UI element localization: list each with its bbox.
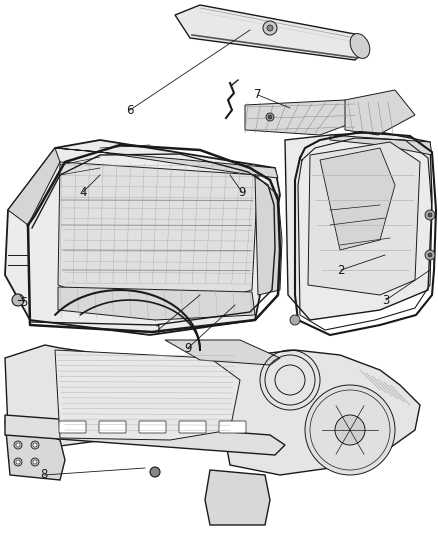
Circle shape [33,443,37,447]
Polygon shape [55,350,240,440]
Polygon shape [58,287,255,320]
Circle shape [31,441,39,449]
Circle shape [14,441,22,449]
Polygon shape [345,90,415,135]
Polygon shape [285,132,432,320]
FancyBboxPatch shape [99,421,126,433]
Polygon shape [308,142,420,295]
Circle shape [267,25,273,31]
Polygon shape [5,420,65,480]
Circle shape [428,213,432,217]
Polygon shape [8,148,60,225]
Polygon shape [58,162,258,318]
FancyBboxPatch shape [179,421,206,433]
Circle shape [263,21,277,35]
Circle shape [266,113,274,121]
Text: 1: 1 [154,324,162,336]
Circle shape [425,210,435,220]
FancyBboxPatch shape [219,421,246,433]
Polygon shape [55,148,278,178]
Text: 9: 9 [184,342,192,354]
Circle shape [14,458,22,466]
Text: 5: 5 [20,295,28,309]
Polygon shape [255,175,282,295]
Polygon shape [320,148,395,250]
Polygon shape [5,415,285,455]
Polygon shape [175,5,365,60]
Circle shape [33,460,37,464]
Polygon shape [205,470,270,525]
Polygon shape [330,135,432,155]
FancyBboxPatch shape [59,421,86,433]
Circle shape [305,385,395,475]
Circle shape [425,250,435,260]
Text: 2: 2 [337,263,345,277]
Circle shape [428,253,432,257]
Circle shape [268,115,272,119]
Text: 3: 3 [382,294,390,306]
Circle shape [16,443,20,447]
Text: 9: 9 [238,185,246,198]
FancyBboxPatch shape [139,421,166,433]
Polygon shape [5,345,170,448]
Text: 4: 4 [79,185,87,198]
Text: 6: 6 [126,103,134,117]
Polygon shape [245,100,360,135]
Circle shape [150,467,160,477]
Polygon shape [210,350,420,475]
Circle shape [12,294,24,306]
Circle shape [31,458,39,466]
Circle shape [335,415,365,445]
Circle shape [16,460,20,464]
Polygon shape [165,340,280,365]
Text: 8: 8 [40,469,48,481]
Circle shape [290,315,300,325]
Ellipse shape [350,34,370,59]
Polygon shape [5,140,280,335]
Text: 7: 7 [254,88,262,101]
